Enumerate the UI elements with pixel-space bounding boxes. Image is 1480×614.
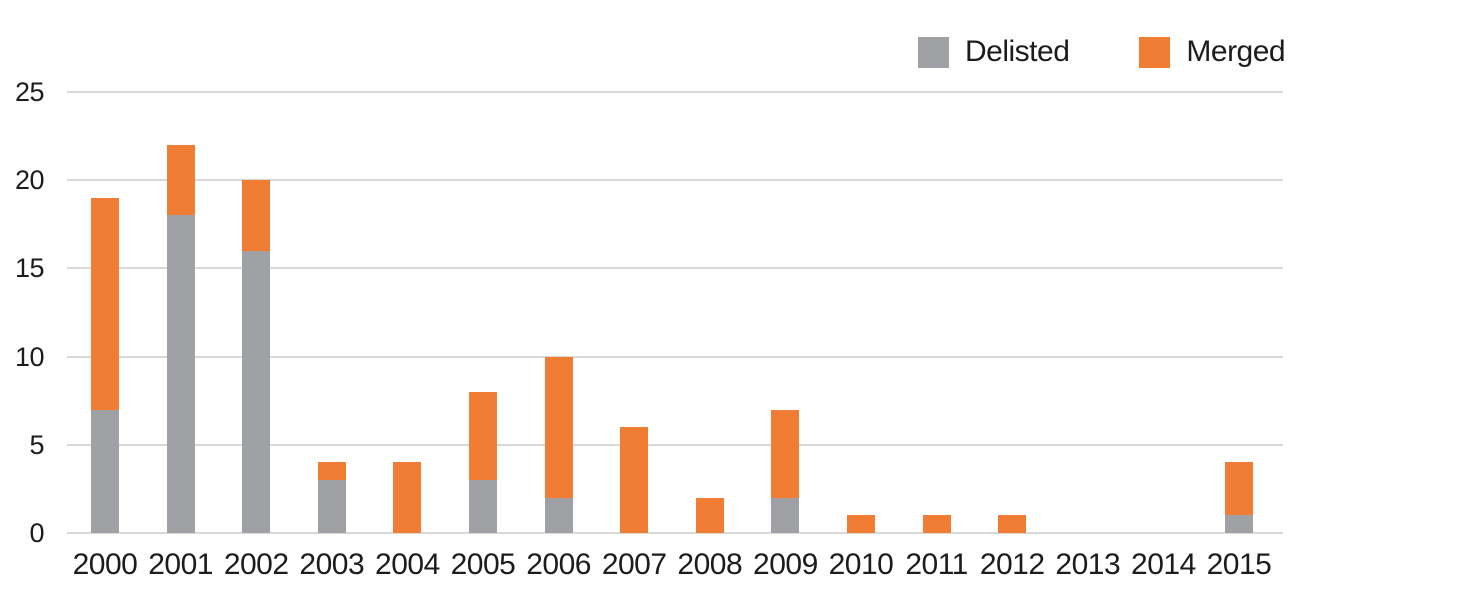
x-axis-label-2002: 2002 bbox=[223, 548, 289, 581]
bar-2005-delisted-segment bbox=[469, 480, 497, 533]
bar-2002-merged-segment bbox=[242, 180, 271, 251]
bar-2008-merged-segment bbox=[695, 497, 724, 533]
x-axis-label-2000: 2000 bbox=[72, 548, 138, 581]
bar-2001-merged-segment bbox=[166, 144, 195, 216]
bar-2000-delisted-segment bbox=[91, 409, 119, 533]
x-axis-label-2014: 2014 bbox=[1131, 548, 1196, 581]
y-axis-tick-25: 25 bbox=[14, 77, 45, 107]
x-axis-label-2006: 2006 bbox=[526, 548, 591, 581]
y-axis-tick-20: 20 bbox=[14, 165, 45, 196]
bar-2003-delisted-segment bbox=[317, 480, 346, 533]
bar-2004-merged-segment bbox=[393, 462, 422, 533]
legend-item-merged: Merged bbox=[1139, 35, 1286, 68]
bar-2002-delisted-segment bbox=[242, 250, 271, 533]
delisted-swatch-icon bbox=[918, 36, 949, 68]
y-axis-tick-0: 0 bbox=[29, 518, 44, 548]
bar-2009-delisted-segment bbox=[771, 497, 800, 533]
legend-item-delisted: Delisted bbox=[918, 35, 1070, 68]
gridline-5 bbox=[67, 443, 1283, 446]
bar-2009-merged-segment bbox=[771, 409, 800, 498]
gridline-10 bbox=[67, 355, 1283, 358]
gridline-20 bbox=[67, 179, 1283, 182]
x-axis-label-2008: 2008 bbox=[677, 548, 743, 581]
x-axis-label-2009: 2009 bbox=[753, 548, 818, 581]
x-axis-label-2007: 2007 bbox=[601, 548, 667, 581]
legend-label-delisted: Delisted bbox=[965, 35, 1070, 68]
x-axis-label-2012: 2012 bbox=[979, 548, 1045, 581]
y-axis-tick-15: 15 bbox=[14, 253, 45, 284]
x-axis-label-2005: 2005 bbox=[450, 548, 516, 581]
x-axis-label-2001: 2001 bbox=[148, 548, 213, 581]
bar-2005-merged-segment bbox=[469, 391, 497, 481]
chart-legend: Delisted Merged bbox=[918, 33, 1286, 71]
merged-swatch-icon bbox=[1139, 36, 1171, 68]
x-axis-label-2011: 2011 bbox=[905, 548, 968, 581]
legend-label-merged: Merged bbox=[1186, 35, 1286, 68]
bar-2000-merged-segment bbox=[91, 197, 119, 410]
bar-2003-merged-segment bbox=[317, 462, 346, 481]
bar-2006-delisted-segment bbox=[544, 497, 573, 533]
x-axis-label-2010: 2010 bbox=[828, 548, 894, 581]
x-axis-label-2013: 2013 bbox=[1055, 548, 1121, 581]
y-axis-tick-5: 5 bbox=[29, 429, 44, 460]
x-axis-label-2003: 2003 bbox=[299, 548, 365, 581]
x-axis-label-2015: 2015 bbox=[1206, 548, 1272, 581]
bar-2015-merged-segment bbox=[1225, 462, 1253, 516]
bar-2012-merged-segment bbox=[998, 515, 1027, 533]
bar-2015-delisted-segment bbox=[1225, 515, 1253, 533]
bar-2011-merged-segment bbox=[922, 515, 951, 533]
gridline-15 bbox=[67, 267, 1283, 270]
bar-2001-delisted-segment bbox=[166, 215, 195, 533]
bar-2007-merged-segment bbox=[620, 427, 649, 533]
bar-2006-merged-segment bbox=[544, 356, 573, 498]
gridline-25 bbox=[67, 91, 1283, 93]
gridline-0 bbox=[67, 532, 1283, 534]
y-axis-tick-10: 10 bbox=[14, 341, 45, 372]
bar-2010-merged-segment bbox=[847, 515, 875, 533]
x-axis-label-2004: 2004 bbox=[375, 548, 440, 581]
